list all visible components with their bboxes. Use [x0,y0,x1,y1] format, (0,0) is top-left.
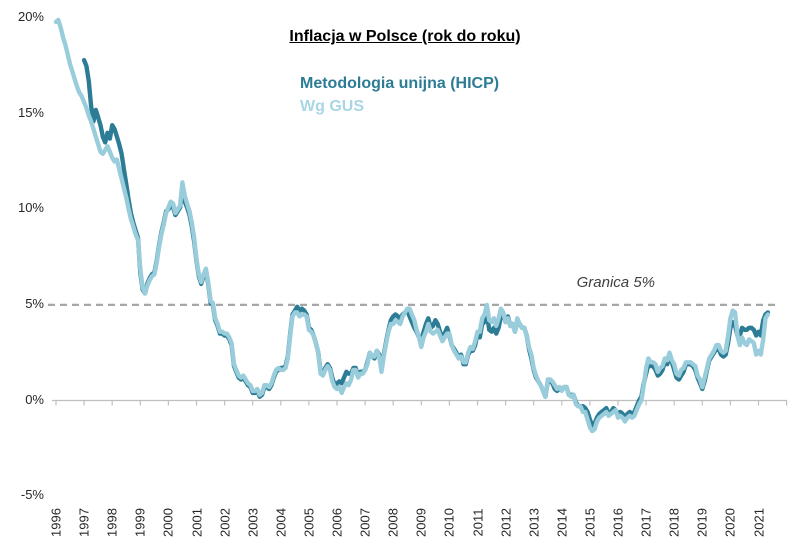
y-tick-label: 20% [17,9,44,25]
y-tick-label: 15% [17,104,44,120]
x-tick-label: 2020 [722,508,738,537]
y-tick-label: -5% [20,487,44,503]
x-tick-label: 1997 [76,508,92,537]
x-tick-label: 1996 [48,508,64,537]
x-tick-label: 2004 [273,508,289,537]
legend-item-gus: Wg GUS [300,98,364,115]
y-tick-label: 0% [25,391,44,407]
x-tick-label: 2007 [357,508,373,537]
x-tick-label: 2006 [329,508,345,537]
x-tick-label: 2009 [413,508,429,537]
legend: Metodologia unijna (HICP) Wg GUS [300,72,499,118]
x-tick-label: 2019 [694,508,710,537]
chart-title: Inflacja w Polsce (rok do roku) [289,28,521,45]
legend-item-hicp: Metodologia unijna (HICP) [300,75,500,92]
threshold-label: Granica 5% [576,274,655,291]
x-tick-label: 2010 [441,508,457,537]
x-tick-label: 2005 [301,508,317,537]
x-tick-label: 2008 [385,508,401,537]
gus-line [53,17,771,434]
x-tick-label: 2012 [498,508,514,537]
y-tick-label: 5% [25,295,44,311]
x-tick-label: 2002 [217,508,233,537]
x-tick-label: 1999 [132,508,148,537]
x-tick-label: 1998 [104,508,120,537]
x-tick-label: 2015 [582,508,598,537]
x-tick-label: 2014 [554,508,570,537]
x-tick-label: 2011 [470,508,485,537]
y-tick-label: 10% [17,200,44,216]
x-tick-label: 2016 [610,508,626,537]
x-tick-label: 2021 [751,508,766,537]
x-tick-label: 2018 [666,508,682,537]
x-tick-label: 2001 [189,508,204,537]
x-tick-label: 2013 [526,508,542,537]
x-tick-label: 2000 [160,508,176,537]
x-tick-label: 2017 [638,508,654,537]
x-tick-label: 2003 [245,508,261,537]
